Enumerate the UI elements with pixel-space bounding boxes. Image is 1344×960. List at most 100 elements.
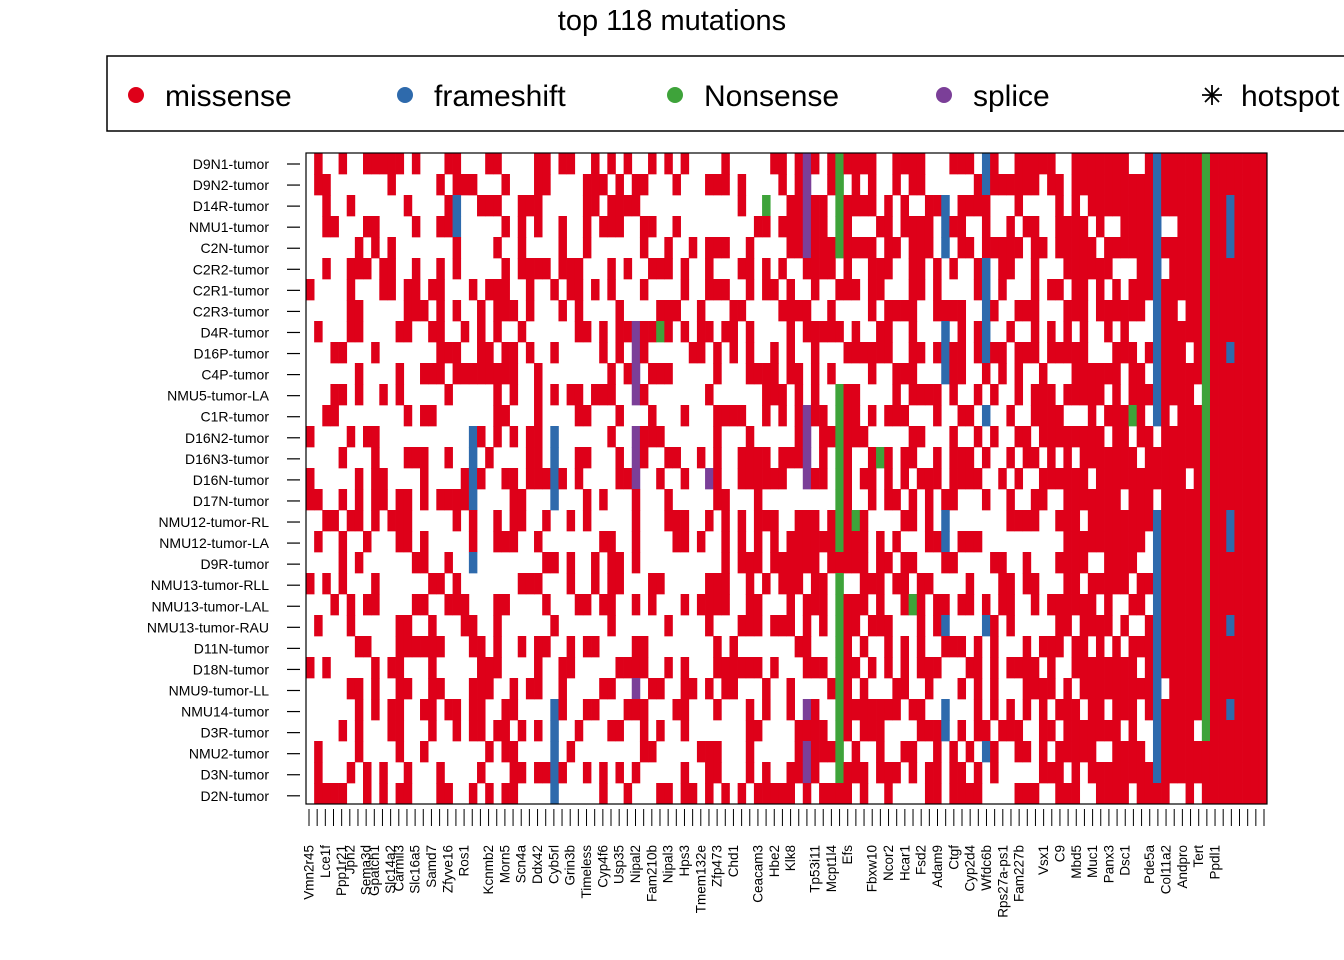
cell-missense (574, 720, 584, 742)
cell-missense (656, 468, 665, 490)
cell-frameshift (1152, 552, 1162, 574)
cell-missense (542, 594, 551, 616)
cell-frameshift (1152, 636, 1162, 658)
cell-missense (607, 720, 616, 742)
cell-missense (672, 447, 681, 469)
cell-frameshift (1152, 153, 1162, 175)
cell-missense (485, 363, 494, 385)
cell-missense (1112, 678, 1121, 700)
cell-missense (1218, 363, 1227, 385)
cell-missense (525, 279, 535, 301)
cell-missense (1169, 657, 1178, 679)
cell-missense (908, 552, 918, 574)
cell-missense (1128, 216, 1138, 238)
cell-missense (1226, 678, 1235, 700)
cell-missense (501, 531, 510, 553)
cell-missense (639, 720, 649, 742)
cell-missense (810, 342, 820, 364)
cell-missense (924, 783, 934, 805)
cell-missense (493, 300, 502, 322)
cell-missense (1185, 531, 1195, 553)
cell-Nonsense (1201, 552, 1211, 574)
cell-missense (656, 573, 665, 595)
x-tick-label: Rps27a-ps1 (995, 845, 1010, 918)
cell-missense (949, 762, 958, 784)
cell-missense (933, 468, 942, 490)
cell-missense (501, 300, 510, 322)
cell-missense (607, 531, 616, 553)
cell-missense (990, 342, 999, 364)
cell-missense (1234, 783, 1243, 805)
cell-missense (1038, 762, 1048, 784)
cell-missense (949, 489, 958, 511)
cell-missense (444, 489, 453, 511)
cell-missense (867, 720, 877, 742)
cell-missense (1242, 615, 1252, 637)
x-tick-label: Klk8 (783, 845, 798, 871)
cell-missense (827, 300, 836, 322)
cell-missense (827, 531, 836, 553)
cell-missense (819, 405, 828, 427)
cell-missense (998, 720, 1007, 742)
cell-missense (452, 258, 462, 280)
cell-missense (1136, 594, 1146, 616)
cell-missense (843, 342, 852, 364)
cell-missense (1055, 594, 1064, 616)
cell-missense (1169, 300, 1178, 322)
cell-missense (1250, 636, 1260, 658)
cell-missense (957, 237, 967, 259)
x-tick-label: Jph2 (342, 845, 357, 874)
cell-missense (615, 216, 624, 238)
cell-frameshift (941, 342, 950, 364)
cell-missense (550, 615, 559, 637)
cell-missense (1209, 678, 1219, 700)
cell-Nonsense (1201, 720, 1211, 742)
cell-missense (485, 195, 494, 217)
cell-missense (680, 153, 690, 175)
cell-missense (1047, 279, 1056, 301)
cell-missense (1136, 258, 1146, 280)
cell-missense (900, 657, 910, 679)
cell-frameshift (1226, 615, 1235, 637)
cell-missense (582, 699, 592, 721)
cell-missense (436, 300, 445, 322)
cell-missense (705, 174, 714, 196)
cell-missense (354, 468, 364, 490)
cell-missense (1177, 678, 1186, 700)
cell-missense (916, 699, 926, 721)
cell-missense (1242, 594, 1252, 616)
cell-missense (1218, 594, 1227, 616)
cell-missense (965, 531, 975, 553)
cell-frameshift (981, 153, 991, 175)
cell-missense (802, 783, 812, 805)
cell-missense (916, 636, 926, 658)
cell-missense (1079, 468, 1089, 490)
cell-missense (745, 279, 755, 301)
cell-missense (981, 720, 991, 742)
cell-missense (1087, 153, 1097, 175)
cell-frameshift (941, 510, 950, 532)
cell-missense (436, 342, 445, 364)
cell-missense (1242, 363, 1252, 385)
cell-missense (1193, 405, 1203, 427)
cell-missense (1120, 321, 1129, 343)
cell-missense (1128, 300, 1138, 322)
cell-missense (802, 531, 812, 553)
cell-missense (949, 636, 958, 658)
x-tick-label: Hcar1 (897, 845, 912, 881)
cell-missense (827, 510, 836, 532)
cell-missense (477, 657, 486, 679)
cell-missense (631, 510, 641, 532)
cell-missense (786, 594, 795, 616)
cell-missense (908, 279, 918, 301)
cell-splice (631, 342, 641, 364)
x-tick-label: Ddx42 (530, 845, 545, 884)
cell-missense (924, 384, 934, 406)
cell-missense (525, 468, 535, 490)
cell-missense (1258, 762, 1268, 784)
cell-missense (973, 426, 983, 448)
cell-missense (1112, 279, 1121, 301)
cell-missense (1185, 573, 1195, 595)
cell-missense (1250, 615, 1260, 637)
cell-missense (737, 405, 747, 427)
